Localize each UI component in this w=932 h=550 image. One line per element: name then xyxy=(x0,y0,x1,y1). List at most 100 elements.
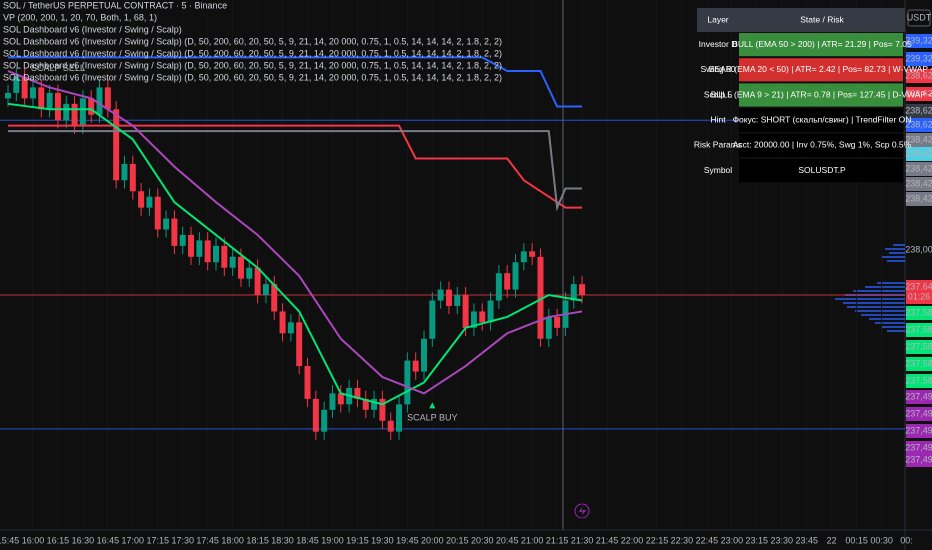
table-row-bg xyxy=(739,33,903,57)
price-tag xyxy=(906,52,932,66)
x-tick-label: 21:45 xyxy=(596,535,619,545)
price-tag-label: 238,62 xyxy=(905,119,932,129)
x-tick-label: 20:45 xyxy=(496,535,519,545)
table-row-bg xyxy=(739,58,903,82)
indicator-line xyxy=(7,70,583,395)
price-tag xyxy=(906,306,932,320)
price-tag xyxy=(906,424,932,438)
candle-body xyxy=(495,273,502,301)
x-tick-label: 23:15 xyxy=(746,535,769,545)
volume-bar xyxy=(881,326,905,328)
candle-body xyxy=(470,311,477,328)
x-tick-label: 18:45 xyxy=(296,535,319,545)
x-tick-label: 19:45 xyxy=(396,535,419,545)
candle-body xyxy=(79,98,86,126)
legend-line: SOL Dashboard v6 (Investor / Swing / Sca… xyxy=(3,36,502,46)
price-tag-label: 238,62 xyxy=(905,70,932,80)
price-tag xyxy=(906,290,932,304)
x-tick-label: 23:30 xyxy=(770,535,793,545)
candle-body xyxy=(337,393,344,405)
price-tag xyxy=(906,147,932,161)
price-tag xyxy=(906,177,932,191)
candle-body xyxy=(138,191,145,208)
candle-body xyxy=(221,245,228,268)
price-tag xyxy=(906,441,932,455)
volume-bar xyxy=(855,310,905,312)
price-tag-label: 238,42 xyxy=(905,178,932,188)
candle-body xyxy=(5,92,11,99)
candle-body xyxy=(229,256,236,268)
candle-body xyxy=(113,109,120,181)
table-row-bg xyxy=(739,159,903,183)
price-tag-label: 238,62 xyxy=(905,105,932,115)
table-row-bg xyxy=(739,108,903,132)
indicator-line xyxy=(8,124,583,209)
currency-box xyxy=(907,9,931,27)
x-tick-label: 23:00 xyxy=(721,535,744,545)
volume-bar xyxy=(869,318,905,320)
volume-bar xyxy=(865,286,905,288)
price-tag xyxy=(906,390,932,404)
candle-body xyxy=(188,234,195,257)
price-tag xyxy=(906,69,932,83)
candle-body xyxy=(445,289,452,306)
plot xyxy=(0,56,905,440)
candle-body xyxy=(121,163,128,181)
currency: USDT xyxy=(907,12,932,22)
candle-body xyxy=(387,420,394,432)
price-tag-label: 237,49 xyxy=(905,408,932,418)
price-tag-label: 238,42 xyxy=(905,134,932,144)
candle-body xyxy=(204,240,211,263)
price-tag-label: 238,00 xyxy=(905,244,932,254)
price-tag-label: 237,49 xyxy=(905,442,932,452)
x-tick-label: 21:30 xyxy=(571,535,594,545)
candle-body xyxy=(570,284,577,301)
x-tick-label: 19:00 xyxy=(321,535,344,545)
x-tick-label: 22:00 xyxy=(621,535,644,545)
x-tick-label: 21:15 xyxy=(546,535,569,545)
volume-profile xyxy=(835,244,905,332)
price-tag-label: 237,58 xyxy=(905,324,932,334)
volume-bar xyxy=(887,330,905,332)
x-tick-label: 23:45 xyxy=(795,535,818,545)
x-tick-label: 18:15 xyxy=(246,535,269,545)
table-row-bg xyxy=(739,83,903,107)
price-tag xyxy=(906,453,932,467)
volume-bar xyxy=(893,244,905,246)
candle-body xyxy=(21,76,28,99)
candle-body xyxy=(379,398,386,421)
candle-body xyxy=(321,409,328,432)
candle-body xyxy=(46,92,53,110)
price-tag xyxy=(906,34,932,48)
candle-body xyxy=(196,240,203,257)
candle-body xyxy=(29,87,36,99)
volume-bar xyxy=(835,298,905,300)
x-tick-label: 22 xyxy=(827,535,837,545)
candle-body xyxy=(529,251,536,257)
candle-body xyxy=(63,103,70,121)
price-tag xyxy=(906,243,932,257)
price-tag xyxy=(906,407,932,421)
candle-body xyxy=(504,273,511,290)
price-tag-label: 238,62 xyxy=(905,88,932,98)
candle-body xyxy=(371,398,378,410)
x-tick-label: 17:30 xyxy=(171,535,194,545)
table-header: Layer xyxy=(707,14,728,24)
candle-body xyxy=(237,256,244,279)
x-tick-label: 00: xyxy=(900,535,913,545)
volume-bar xyxy=(885,248,905,250)
price-tag-label: 237,58 xyxy=(905,375,932,385)
x-tick-label: 20:30 xyxy=(471,535,494,545)
candle-body xyxy=(254,267,261,296)
price-tag-label: 237,58 xyxy=(905,341,932,351)
x-tick-label: 00:30 xyxy=(870,535,893,545)
table-cell: Acct: 20000.00 | Inv 0.75%, Swg 1%, Scp … xyxy=(733,140,912,150)
price-tag-label: 237,49 xyxy=(905,425,932,435)
volume-bar xyxy=(843,302,905,304)
candle-body xyxy=(146,196,153,208)
price-tag-label: 238,42 xyxy=(905,148,932,158)
candle-body xyxy=(38,87,45,110)
